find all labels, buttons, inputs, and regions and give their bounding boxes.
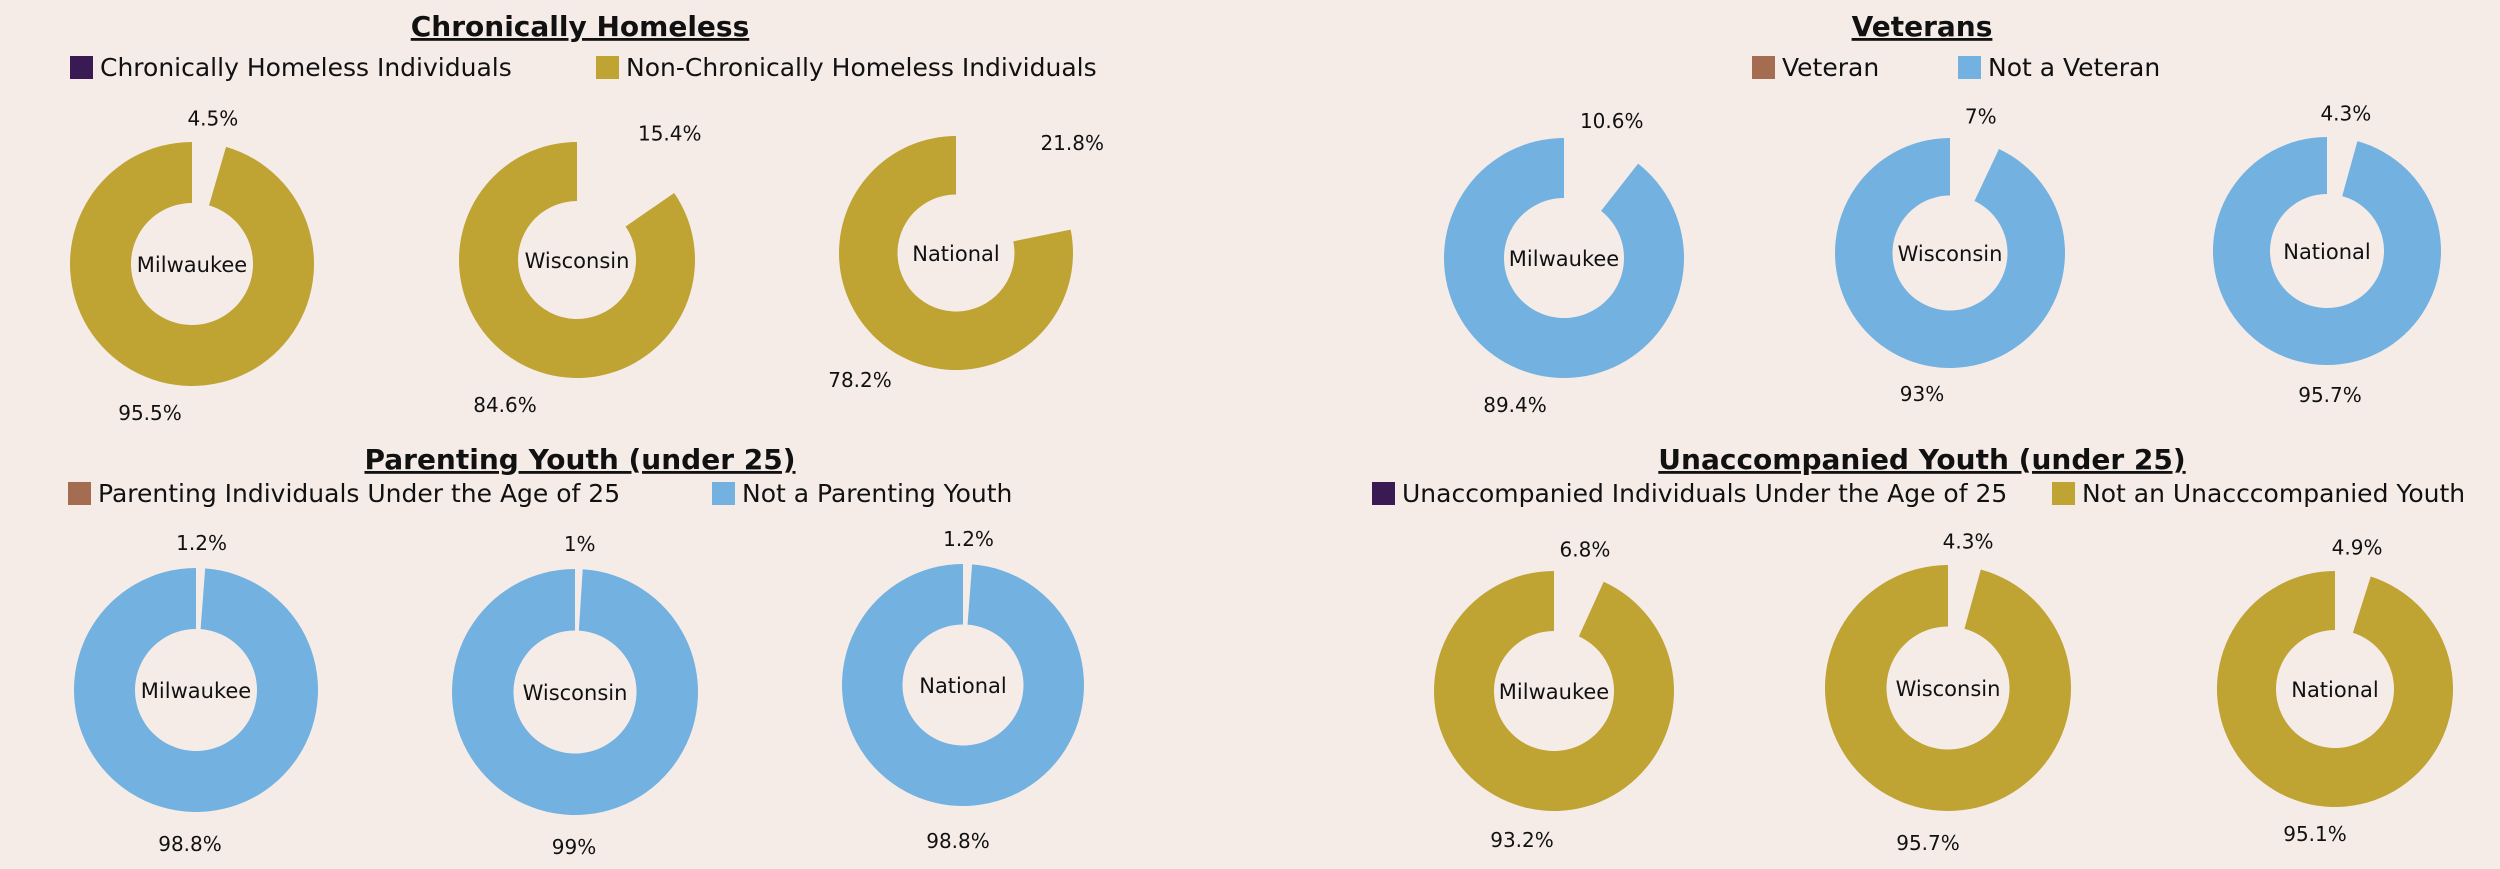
pie-center-label: Milwaukee [137,253,247,277]
legend-label: Not a Veteran [1988,53,2160,82]
pie-slice [1824,565,2071,812]
data-label: 4.5% [187,106,238,130]
legend-label: Chronically Homeless Individuals [100,53,512,82]
data-label: 95.7% [1896,831,1960,855]
data-label: 98.8% [158,832,222,856]
data-label: 10.6% [1580,109,1644,133]
data-label: 93.2% [1490,828,1554,852]
pie-slice [69,142,314,386]
chart-title: Unaccompanied Youth (under 25) [1658,443,2185,476]
pie-slice [74,568,319,813]
pie-slice [458,142,695,379]
data-label: 21.8% [1040,131,1104,155]
data-label: 6.8% [1560,537,1611,561]
data-label: 93% [1900,382,1944,406]
pie-slice [1835,138,2065,368]
pie-center-label: Milwaukee [1499,680,1609,704]
data-label: 95.5% [118,401,182,425]
legend-label: Non-Chronically Homeless Individuals [626,53,1097,82]
chart-section-2: Veterans Veteran Not a Veteran Milwaukee 10.… [1444,10,2441,417]
legend-label: Veteran [1782,53,1879,82]
chart-section-3: Parenting Youth (under 25) Parenting Indi… [68,443,1085,859]
data-label: 89.4% [1483,393,1547,417]
pie-slice [2212,137,2441,365]
pie-center-label: National [2283,240,2371,264]
data-label: 78.2% [828,368,892,392]
data-label: 1.2% [176,531,227,555]
legend-swatch [1752,56,1775,79]
pie-center-label: National [919,674,1007,698]
pie-slice [2216,571,2453,807]
legend-label: Parenting Individuals Under the Age of 2… [98,479,620,508]
pie-center-label: National [2291,678,2379,702]
pie-center-label: Wisconsin [1898,242,2003,266]
pie-slice [1434,571,1674,811]
data-label: 1.2% [943,527,994,551]
pie-slice [842,564,1085,806]
data-label: 1% [564,532,596,556]
pie-center-label: Wisconsin [523,681,628,705]
data-label: 98.8% [926,829,990,853]
legend-swatch [70,56,93,79]
chart-title: Chronically Homeless [411,10,750,43]
data-label: 4.3% [2320,101,2371,125]
legend-label: Unaccompanied Individuals Under the Age … [1402,479,2007,508]
pie-slice [451,569,698,815]
legend-swatch [1372,482,1395,505]
data-label: 4.3% [1943,529,1994,553]
data-label: 99% [552,835,596,859]
legend-swatch [2052,482,2075,505]
data-label: 4.9% [2332,536,2383,560]
data-label: 7% [1965,104,1997,128]
data-label: 95.7% [2298,383,2362,407]
legend-label: Not a Parenting Youth [742,479,1012,508]
pie-slice [839,136,1073,370]
pie-slice [1444,138,1685,378]
chart-title: Parenting Youth (under 25) [364,443,795,476]
data-label: 84.6% [473,393,537,417]
chart-section-1: Chronically Homeless Chronically Homeless… [69,10,1104,425]
pie-center-label: Milwaukee [141,679,251,703]
pie-center-label: Wisconsin [1896,677,2001,701]
legend-swatch [712,482,735,505]
data-label: 15.4% [638,122,702,146]
pie-center-label: National [912,242,1000,266]
legend-label: Not an Unacccompanied Youth [2082,479,2465,508]
legend-swatch [1958,56,1981,79]
chart-title: Veterans [1852,10,1993,43]
pie-center-label: Milwaukee [1509,247,1619,271]
legend-swatch [596,56,619,79]
data-label: 95.1% [2283,822,2347,846]
chart-section-4: Unaccompanied Youth (under 25) Unaccompan… [1372,443,2465,855]
pie-center-label: Wisconsin [525,249,630,273]
legend-swatch [68,482,91,505]
